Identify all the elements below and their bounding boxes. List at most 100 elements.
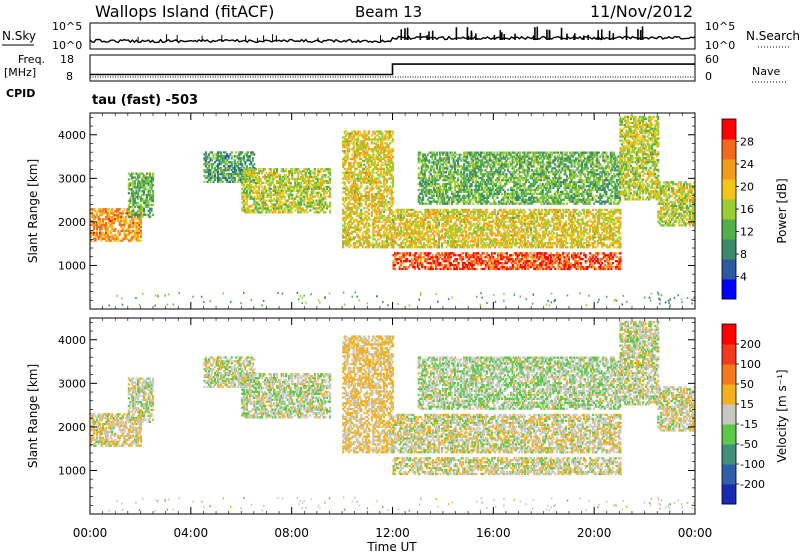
power-cell <box>349 236 352 239</box>
power-cell <box>416 214 419 217</box>
power-cell <box>509 234 512 237</box>
power-cell <box>352 191 355 194</box>
power-cell <box>394 236 397 239</box>
power-cell <box>448 262 451 265</box>
power-cell <box>280 209 283 212</box>
power-cell <box>363 216 366 219</box>
power-cell <box>217 178 220 182</box>
power-cell <box>409 246 412 249</box>
power-cell <box>590 265 593 269</box>
power-cell <box>577 267 580 271</box>
power-cell <box>387 189 390 192</box>
power-cell <box>280 181 283 185</box>
power-cell <box>351 173 354 176</box>
power-cell <box>372 152 375 155</box>
power-cell <box>360 171 363 174</box>
power-cell <box>363 195 366 198</box>
power-cell <box>390 150 393 153</box>
power-cell <box>381 195 384 198</box>
power-cell <box>509 210 512 214</box>
power-cell <box>303 168 306 171</box>
power-cell <box>218 151 221 154</box>
power-cell <box>530 265 533 269</box>
power-cell <box>304 179 307 183</box>
power-cell <box>136 190 139 193</box>
power-cell <box>348 165 351 168</box>
power-cell <box>130 237 133 240</box>
power-cell <box>358 157 361 161</box>
power-cell <box>103 235 106 238</box>
power-cell <box>549 260 552 263</box>
power-cell <box>354 230 357 233</box>
sky-left-tick-lo: 10^0 <box>52 39 82 52</box>
power-cell <box>221 170 224 174</box>
power-cell <box>349 206 352 210</box>
power-cell <box>601 265 604 269</box>
power-cell <box>468 236 471 239</box>
power-cell <box>389 208 392 212</box>
power-cell <box>253 191 256 194</box>
power-cell <box>521 256 524 259</box>
power-cell <box>616 265 619 269</box>
power-cell <box>373 230 376 233</box>
power-cell <box>224 167 227 170</box>
power-cell <box>257 181 260 185</box>
power-cell <box>425 208 428 212</box>
power-cell <box>385 144 388 147</box>
power-cell <box>345 232 348 235</box>
power-cell <box>102 233 105 236</box>
power-cell <box>456 246 459 249</box>
power-cell <box>280 195 283 198</box>
power-cell <box>206 163 209 166</box>
power-cell <box>99 218 102 221</box>
power-cell <box>372 181 375 184</box>
power-cell <box>403 265 406 269</box>
power-cell <box>409 222 412 225</box>
power-cell <box>469 260 472 263</box>
power-cell <box>360 132 363 135</box>
power-cell <box>489 258 492 261</box>
power-cell <box>306 195 309 198</box>
power-cell <box>518 214 521 217</box>
power-cell <box>127 188 130 191</box>
power-cell <box>366 195 369 198</box>
power-cell <box>409 208 412 212</box>
power-cell <box>286 209 289 212</box>
power-cell <box>360 199 363 202</box>
power-cell <box>433 212 436 215</box>
power-cell <box>370 138 373 141</box>
power-cell <box>384 130 387 133</box>
power-cell <box>366 142 369 145</box>
power-cell <box>355 206 358 210</box>
power-cell <box>99 208 102 211</box>
power-cell <box>301 207 304 210</box>
power-cell <box>366 177 369 180</box>
power-cell <box>109 223 112 227</box>
power-cell <box>355 210 358 214</box>
power-cell <box>99 235 102 238</box>
power-cell <box>276 170 279 173</box>
power-cell <box>285 177 288 181</box>
power-cell <box>442 238 445 241</box>
power-cell <box>322 189 325 192</box>
power-cell <box>430 256 433 259</box>
power-cell <box>112 237 115 240</box>
power-cell <box>285 174 288 177</box>
power-cell <box>512 222 515 225</box>
power-cell <box>392 140 395 143</box>
power-cell <box>387 150 390 153</box>
power-cell <box>370 181 373 184</box>
power-cell <box>471 265 474 269</box>
power-cell <box>382 189 385 192</box>
power-cell <box>211 163 214 166</box>
power-cell <box>384 246 387 249</box>
power-cell <box>498 226 501 229</box>
power-cell <box>313 187 316 190</box>
power-cell <box>381 202 384 206</box>
power-cell <box>251 179 254 183</box>
power-cell <box>229 180 232 183</box>
power-cell <box>244 203 247 206</box>
power-cell <box>373 146 376 149</box>
power-cell <box>354 189 357 192</box>
power-cell <box>384 171 387 174</box>
